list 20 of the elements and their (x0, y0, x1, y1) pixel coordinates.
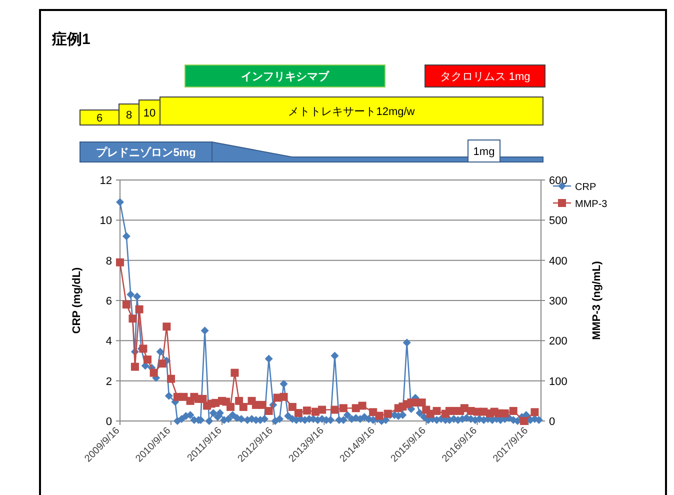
y-tick-label: 2 (106, 376, 112, 388)
chart-title: 症例1 (51, 31, 90, 48)
y2-tick-label: 200 (549, 336, 568, 348)
y-tick-label: 8 (106, 255, 112, 268)
y-tick-label: 6 (106, 296, 112, 308)
y2-tick-label: 100 (549, 376, 568, 388)
legend-label: CRP (575, 182, 596, 193)
y-tick-label: 0 (106, 416, 112, 428)
y2-tick-label: 300 (549, 296, 568, 308)
legend-label: MMP-3 (575, 199, 608, 210)
y2-tick-label: 600 (549, 175, 568, 187)
y-tick-label: 4 (106, 336, 112, 348)
treatment-timeline: インフリキシマブ タクロリムス 1mg 6 8 10 メトトレキサート12mg/w プレドニゾロン5mg 1mg (80, 64, 546, 162)
y-tick-label: 10 (100, 215, 112, 228)
y2-tick-label: 0 (549, 416, 556, 428)
y2-tick-label: 500 (549, 215, 568, 228)
y-tick-label: 12 (100, 175, 112, 187)
y2-axis-title: MMP-3 (ng/mL) (591, 260, 603, 340)
y2-tick-label: 400 (549, 255, 568, 268)
y-axis-title: CRP (mg/dL) (71, 266, 83, 334)
